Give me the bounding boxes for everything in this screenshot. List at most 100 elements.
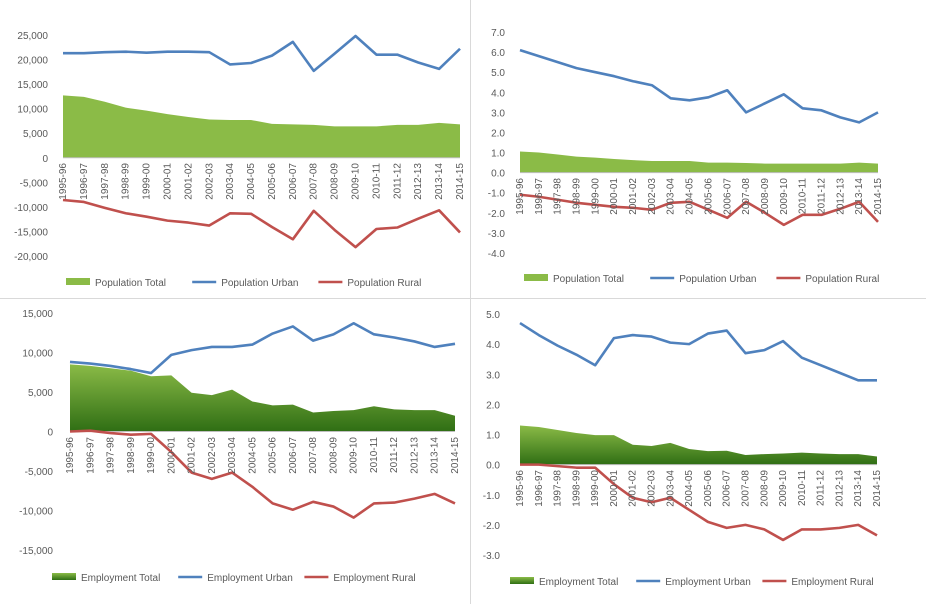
- x-tick-label: 2011-12: [816, 178, 827, 214]
- x-tick-label: 2001-02: [628, 470, 639, 507]
- x-tick-label: 1995-96: [58, 163, 69, 200]
- x-tick-label: 2007-08: [309, 163, 320, 200]
- legend-label: Population Urban: [221, 278, 298, 289]
- x-tick-label: 1997-98: [553, 178, 564, 215]
- x-tick-label: 1995-96: [515, 470, 526, 507]
- series-line-rural: [519, 193, 879, 227]
- y-tick-label: 20,000: [17, 56, 48, 67]
- legend-label: Employment Rural: [333, 573, 415, 584]
- y-tick-label: 10,000: [17, 105, 48, 116]
- x-tick-label: 2007-08: [740, 470, 751, 507]
- x-tick-label: 1997-98: [100, 163, 111, 200]
- y-tick-label: 15,000: [22, 309, 53, 320]
- series-line-urban: [519, 48, 879, 124]
- y-tick-label: -10,000: [14, 203, 48, 214]
- x-tick-label: 2010-11: [371, 163, 382, 199]
- x-tick-label: 2010-11: [797, 470, 808, 506]
- legend-label: Population Total: [553, 274, 624, 285]
- x-tick-label: 1997-98: [106, 437, 117, 474]
- x-tick-label: 2008-09: [759, 470, 770, 507]
- x-tick-label: 2014-15: [873, 178, 884, 215]
- y-tick-label: 3.0: [491, 108, 505, 119]
- x-tick-label: 2013-14: [853, 470, 864, 507]
- x-tick-label: 2014-15: [872, 470, 883, 507]
- legend-label: Employment Total: [81, 573, 160, 584]
- legend-label: Population Total: [95, 278, 166, 289]
- x-tick-label: 2013-14: [430, 437, 441, 474]
- legend-swatch-total: [510, 577, 534, 584]
- x-tick-label: 1998-99: [126, 437, 137, 474]
- y-tick-label: 5,000: [28, 388, 53, 399]
- series-line-rural: [520, 463, 878, 542]
- legend-swatch-total: [66, 278, 90, 285]
- legend-label: Employment Urban: [207, 573, 293, 584]
- x-tick-label: 2004-05: [684, 470, 695, 507]
- series-area-total: [63, 95, 460, 158]
- x-tick-label: 2006-07: [722, 470, 733, 507]
- x-tick-label: 2000-01: [162, 163, 173, 200]
- x-tick-label: 2014-15: [455, 163, 466, 200]
- series-area-total: [70, 364, 455, 432]
- x-tick-label: 1999-00: [142, 163, 153, 200]
- y-tick-label: 4.0: [491, 88, 505, 99]
- x-tick-label: 2005-06: [268, 437, 279, 474]
- y-tick-label: 0.0: [486, 461, 500, 472]
- x-tick-label: 2003-04: [665, 470, 676, 507]
- y-tick-label: -10,000: [19, 507, 53, 518]
- y-tick-label: 0: [42, 154, 48, 165]
- legend-label: Population Urban: [679, 274, 756, 285]
- chart-4: 5.0 4.0 3.0 2.0 1.0 0.0 -1.0 -2.0 -3.0 1995-96 199…: [483, 310, 883, 588]
- series-line-urban: [519, 321, 877, 382]
- y-tick-label: 5.0: [491, 68, 505, 79]
- x-tick-label: 2002-03: [204, 163, 215, 200]
- y-tick-label: 1.0: [486, 431, 500, 442]
- y-tick-label: 10,000: [22, 349, 53, 360]
- x-tick-label: 2013-14: [854, 178, 865, 215]
- x-tick-label: 2004-05: [247, 437, 258, 474]
- y-tick-label: 7.0: [491, 28, 505, 39]
- y-tick-label: -5,000: [20, 178, 49, 189]
- legend-label: Employment Total: [539, 577, 618, 588]
- x-tick-label: 1999-00: [590, 470, 601, 507]
- legend-swatch-total: [524, 274, 548, 281]
- x-tick-label: 2004-05: [685, 178, 696, 215]
- series-area-total: [520, 151, 878, 173]
- y-tick-label: -20,000: [14, 252, 48, 263]
- panel-divider-vertical: [470, 0, 471, 604]
- legend-swatch-total: [52, 573, 76, 580]
- x-tick-label: 2001-02: [183, 163, 194, 200]
- x-tick-label: 2012-13: [413, 163, 424, 200]
- x-tick-label: 2000-01: [609, 178, 620, 215]
- x-tick-label: 1998-99: [121, 163, 132, 200]
- y-tick-label: 3.0: [486, 370, 500, 381]
- y-tick-label: -3.0: [483, 551, 501, 562]
- y-tick-label: -3.0: [488, 229, 506, 240]
- legend-label: Population Rural: [347, 278, 421, 289]
- x-tick-label: 2005-06: [703, 470, 714, 507]
- x-tick-label: 1996-97: [79, 163, 90, 200]
- x-tick-label: 2003-04: [666, 178, 677, 215]
- chart-3: 15,000 10,000 5,000 0 -5,000 -10,000 -15,000 19…: [19, 309, 461, 584]
- legend-label: Employment Urban: [665, 577, 751, 588]
- x-tick-label: 1997-98: [553, 470, 564, 507]
- x-tick-label: 2009-10: [351, 163, 362, 200]
- x-tick-label: 2011-12: [392, 163, 403, 199]
- x-tick-label: 2006-07: [722, 178, 733, 215]
- legend-label: Employment Rural: [791, 577, 873, 588]
- x-tick-label: 2006-07: [288, 437, 299, 474]
- x-tick-label: 2001-02: [628, 178, 639, 215]
- x-tick-label: 2012-13: [835, 178, 846, 215]
- series-line-rural: [62, 198, 461, 249]
- x-tick-label: 1995-96: [515, 178, 526, 215]
- y-tick-label: 4.0: [486, 340, 500, 351]
- x-tick-label: 2007-08: [741, 178, 752, 215]
- series-line-urban: [63, 34, 461, 73]
- y-tick-label: -2.0: [488, 209, 506, 220]
- x-tick-label: 2002-03: [207, 437, 218, 474]
- x-tick-label: 2009-10: [778, 470, 789, 507]
- y-tick-label: -4.0: [488, 249, 506, 260]
- x-tick-label: 2014-15: [450, 437, 461, 474]
- y-tick-label: -15,000: [19, 546, 53, 557]
- series-line-rural: [69, 429, 456, 519]
